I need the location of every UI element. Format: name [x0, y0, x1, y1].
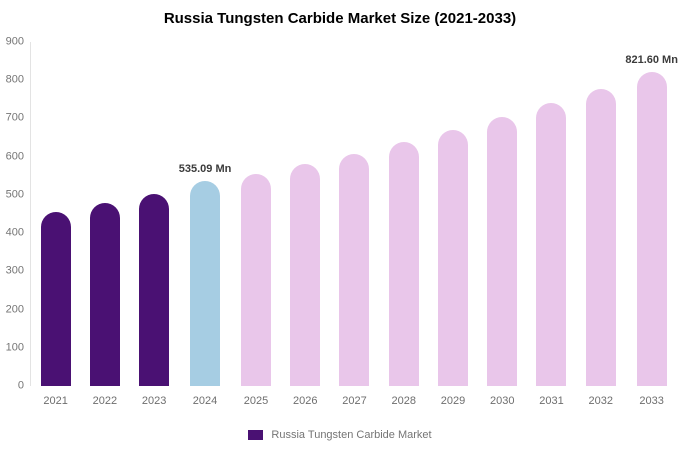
y-tick-label: 200 — [5, 303, 24, 316]
bars: 2021 2022 2023 535.09 Mn 2024 2025 2026 2027 202… — [31, 42, 678, 407]
y-tick-label: 700 — [5, 111, 24, 124]
bar-2021[interactable] — [40, 212, 71, 386]
bar-slot: 2028 — [379, 42, 428, 407]
legend-label: Russia Tungsten Carbide Market — [271, 429, 432, 441]
y-tick-label: 600 — [5, 150, 24, 163]
bar-slot: 2021 — [31, 42, 80, 407]
x-tick-label: 2023 — [141, 395, 167, 407]
bar-slot: 2025 — [231, 42, 280, 407]
x-tick-label: 2031 — [539, 395, 564, 407]
bar-slot: 2022 — [80, 42, 129, 407]
bar-2033[interactable] — [636, 71, 667, 386]
bar-slot: 2027 — [330, 42, 379, 407]
x-tick-label: 2025 — [243, 395, 269, 407]
x-tick-label: 2022 — [92, 395, 118, 407]
y-tick-label: 500 — [5, 188, 24, 201]
x-tick-label: 2021 — [43, 395, 68, 407]
bar-slot: 2029 — [428, 42, 477, 407]
x-tick-label: 2028 — [391, 395, 416, 407]
x-tick-label: 2026 — [292, 395, 318, 407]
x-tick-label: 2032 — [588, 395, 613, 407]
bar-slot: 821.60 Mn 2033 — [625, 42, 678, 407]
y-tick-label: 300 — [5, 264, 24, 277]
x-tick-label: 2029 — [440, 395, 466, 407]
legend-swatch — [248, 430, 264, 440]
bar-2024[interactable] — [190, 181, 221, 386]
bar-slot: 2030 — [478, 42, 527, 407]
y-tick-label: 400 — [5, 226, 24, 239]
y-tick-label: 100 — [5, 341, 24, 354]
legend[interactable]: Russia Tungsten Carbide Market — [0, 429, 680, 441]
bar-2023[interactable] — [139, 194, 170, 386]
bar-2032[interactable] — [585, 88, 616, 386]
y-tick-label: 0 — [17, 379, 24, 392]
x-tick-label: 2027 — [342, 395, 367, 407]
chart-title: Russia Tungsten Carbide Market Size (202… — [163, 10, 517, 27]
x-tick-label: 2030 — [489, 395, 515, 407]
bar-2028[interactable] — [388, 142, 419, 386]
bar-slot: 2023 — [130, 42, 179, 407]
bar-2031[interactable] — [536, 103, 567, 386]
bar-value-label: 535.09 Mn — [178, 163, 232, 176]
bar-2026[interactable] — [290, 164, 321, 386]
bar-2022[interactable] — [89, 203, 120, 386]
plot-area: 2021 2022 2023 535.09 Mn 2024 2025 2026 2027 202… — [30, 42, 678, 407]
bar-2025[interactable] — [240, 173, 271, 386]
bar-slot: 2031 — [527, 42, 576, 407]
x-tick-label: 2024 — [192, 395, 218, 407]
x-tick-label: 2033 — [639, 395, 664, 407]
bar-slot: 2032 — [576, 42, 625, 407]
bar-value-label: 821.60 Mn — [625, 53, 678, 66]
bar-2029[interactable] — [437, 129, 468, 386]
y-tick-label: 800 — [5, 73, 24, 86]
y-tick-label: 900 — [5, 35, 24, 48]
bar-slot: 535.09 Mn 2024 — [178, 42, 232, 407]
y-axis: 0 100 200 300 400 500 600 700 800 900 — [0, 36, 26, 391]
bar-slot: 2026 — [281, 42, 330, 407]
bar-2030[interactable] — [487, 117, 518, 386]
bar-2027[interactable] — [339, 154, 370, 386]
